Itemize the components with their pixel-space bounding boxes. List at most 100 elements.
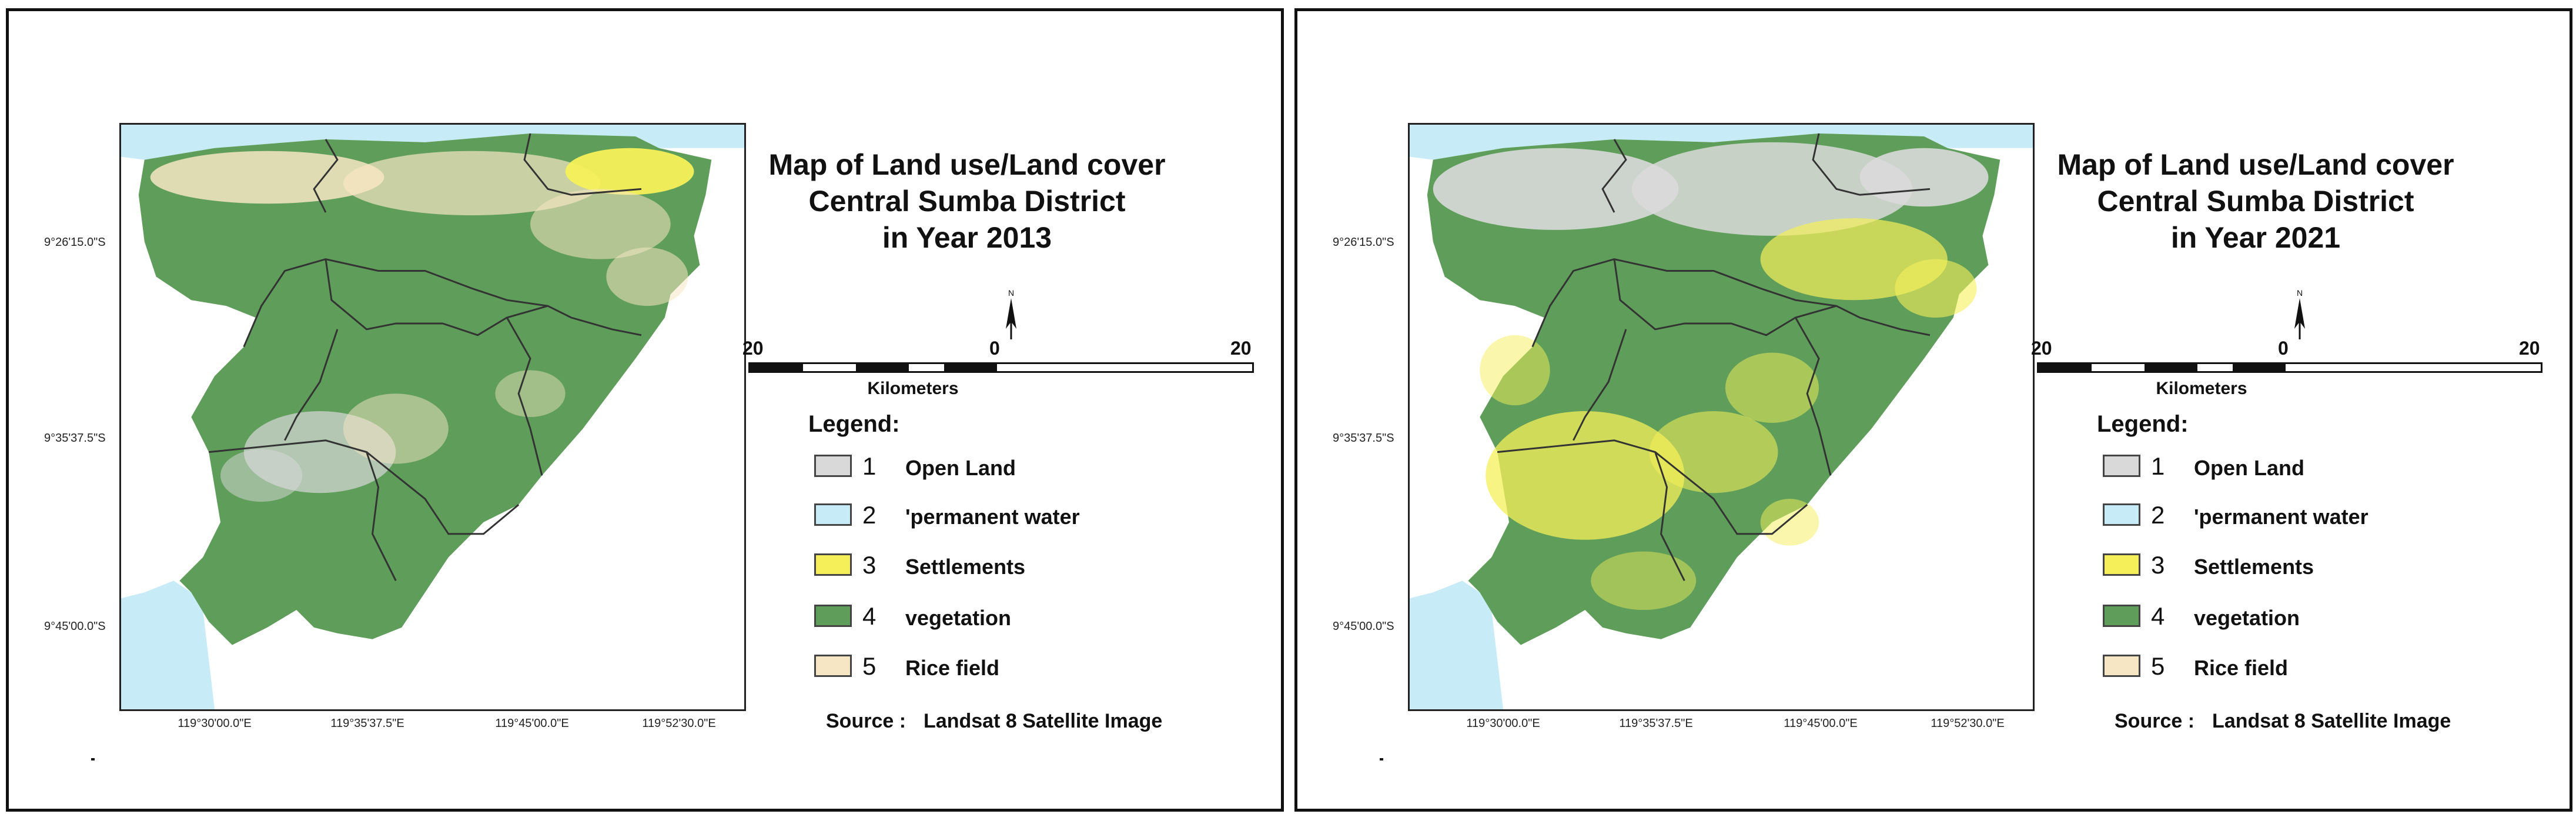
district-shape: [138, 133, 712, 645]
legend-swatch: [2103, 605, 2140, 627]
sea-southwest: [121, 581, 215, 709]
land-cover-map: [121, 125, 744, 709]
legend-label: Rice field: [2194, 656, 2289, 680]
legend-item: 2 'permanent water: [814, 501, 1261, 531]
legend-label: Settlements: [905, 555, 1026, 579]
scale-bar: 20 0 20 Kilometers: [2031, 338, 2542, 408]
sea-north: [1410, 125, 2033, 160]
legend-label: 'permanent water: [905, 505, 1080, 529]
legend-swatch: [814, 553, 852, 576]
district-boundaries: [209, 133, 642, 581]
legend-item: 1 Open Land: [2103, 452, 2550, 482]
map-frame: [119, 123, 746, 711]
land-cover-map: [1410, 125, 2033, 709]
legend-item: 4 vegetation: [2103, 602, 2550, 632]
latitude-label: 9°26'15.0"S: [44, 236, 106, 249]
scale-unit: Kilometers: [867, 379, 959, 398]
longitude-label: 119°30'00.0"E: [178, 717, 252, 730]
title-line: Map of Land use/Land cover: [768, 148, 1166, 181]
longitude-label: 119°52'30.0"E: [1931, 717, 2005, 730]
legend-number: 1: [2151, 452, 2165, 480]
legend-label: Open Land: [2194, 456, 2304, 480]
legend-number: 2: [862, 501, 876, 529]
legend-number: 2: [2151, 501, 2165, 529]
longitude-label: 119°45'00.0"E: [495, 717, 569, 730]
dot-mark: [91, 758, 95, 760]
legend-label: Settlements: [2194, 555, 2314, 579]
latitude-label: 9°45'00.0"S: [1333, 620, 1394, 633]
scale-bar-line: [748, 362, 1254, 373]
longitude-label: 119°30'00.0"E: [1466, 717, 1540, 730]
legend-swatch: [2103, 553, 2140, 576]
source-value: Landsat 8 Satellite Image: [2212, 710, 2451, 732]
scale-bar-line: [2037, 362, 2542, 373]
legend-label: 'permanent water: [2194, 505, 2368, 529]
north-arrow-icon: N: [2294, 288, 2305, 339]
legend-label: vegetation: [2194, 606, 2300, 630]
district-boundaries: [1497, 133, 1931, 581]
legend-number: 5: [2151, 652, 2165, 680]
legend-number: 3: [2151, 551, 2165, 579]
map-frame: [1408, 123, 2035, 711]
legend-swatch: [814, 503, 852, 526]
legend-item: 5 Rice field: [2103, 652, 2550, 682]
source-label: Source :: [826, 710, 906, 732]
source-note: Source : Landsat 8 Satellite Image: [2115, 710, 2451, 733]
map-panel-2013: 9°26'15.0"S 9°35'37.5"S 9°45'00.0"S 119°…: [6, 8, 1284, 812]
legend-swatch: [814, 655, 852, 677]
legend-swatch: [2103, 503, 2140, 526]
legend-item: 4 vegetation: [814, 602, 1261, 632]
legend-number: 1: [862, 452, 876, 480]
title-line: in Year 2013: [882, 221, 1052, 254]
north-arrow-icon: N: [1006, 288, 1016, 339]
legend-number: 3: [862, 551, 876, 579]
title-line: Central Sumba District: [808, 185, 1126, 218]
legend-item: 5 Rice field: [814, 652, 1261, 682]
map-title: Map of Land use/Land cover Central Sumba…: [2044, 146, 2467, 256]
title-line: in Year 2021: [2170, 221, 2341, 254]
legend-title: Legend:: [2097, 411, 2189, 437]
scale-tick: 20: [2031, 338, 2052, 359]
map-panel-2021: 9°26'15.0"S 9°35'37.5"S 9°45'00.0"S 119°…: [1294, 8, 2572, 812]
scale-tick: 20: [2519, 338, 2540, 359]
longitude-label: 119°35'37.5"E: [330, 717, 404, 730]
legend-item: 3 Settlements: [814, 551, 1261, 581]
longitude-label: 119°35'37.5"E: [1619, 717, 1693, 730]
sea-north: [121, 125, 744, 160]
legend-title: Legend:: [808, 411, 900, 437]
legend-item: 1 Open Land: [814, 452, 1261, 482]
legend-number: 4: [862, 602, 876, 630]
dot-mark: [1380, 758, 1383, 760]
scale-tick: 20: [742, 338, 764, 359]
latitude-label: 9°35'37.5"S: [1333, 432, 1394, 445]
sea-southwest: [1410, 581, 1504, 709]
source-label: Source :: [2115, 710, 2195, 732]
longitude-label: 119°52'30.0"E: [642, 717, 716, 730]
scale-tick: 20: [1230, 338, 1252, 359]
source-note: Source : Landsat 8 Satellite Image: [826, 710, 1162, 733]
map-title: Map of Land use/Land cover Central Sumba…: [755, 146, 1179, 256]
legend-label: vegetation: [905, 606, 1012, 630]
source-value: Landsat 8 Satellite Image: [924, 710, 1163, 732]
legend-item: 2 'permanent water: [2103, 501, 2550, 531]
legend-number: 5: [862, 652, 876, 680]
scale-tick: 0: [2278, 338, 2289, 359]
latitude-label: 9°26'15.0"S: [1333, 236, 1394, 249]
title-line: Map of Land use/Land cover: [2057, 148, 2454, 181]
longitude-label: 119°45'00.0"E: [1784, 717, 1858, 730]
north-label: N: [2297, 288, 2303, 298]
legend-swatch: [2103, 455, 2140, 477]
legend-label: Open Land: [905, 456, 1016, 480]
north-label: N: [1008, 288, 1014, 298]
settlement-patches: [150, 148, 694, 502]
latitude-label: 9°35'37.5"S: [44, 432, 106, 445]
legend-label: Rice field: [905, 656, 1000, 680]
latitude-label: 9°45'00.0"S: [44, 620, 106, 633]
legend-swatch: [814, 605, 852, 627]
legend-item: 3 Settlements: [2103, 551, 2550, 581]
legend-number: 4: [2151, 602, 2165, 630]
legend-swatch: [814, 455, 852, 477]
title-line: Central Sumba District: [2097, 185, 2414, 218]
scale-unit: Kilometers: [2156, 379, 2247, 398]
scale-bar: 20 0 20 Kilometers: [742, 338, 1254, 408]
